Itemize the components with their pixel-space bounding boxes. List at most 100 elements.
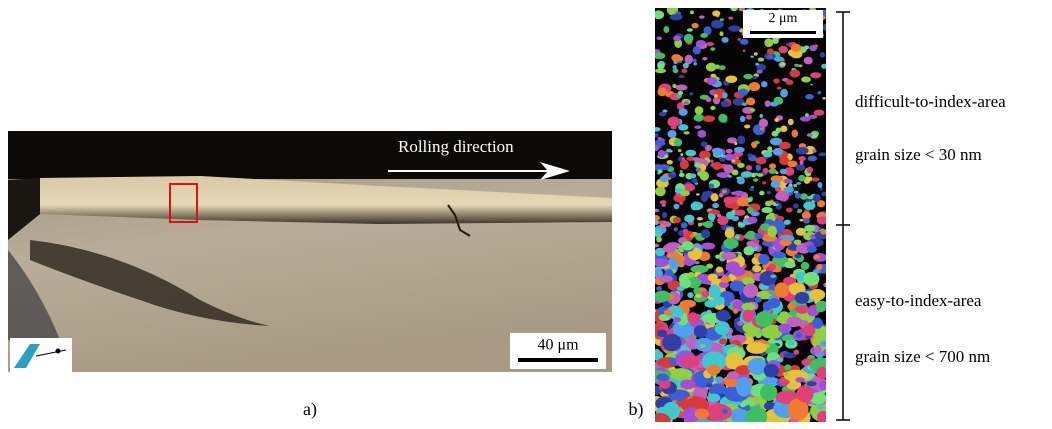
grain (710, 47, 716, 51)
grain (734, 209, 746, 216)
grain (756, 173, 764, 177)
grain (719, 338, 727, 345)
region-box (169, 183, 198, 223)
grain (759, 190, 765, 196)
grain (718, 113, 728, 123)
grain (705, 404, 733, 421)
grain (785, 79, 794, 86)
grain (697, 170, 707, 178)
grain (799, 218, 804, 222)
grain (663, 309, 674, 316)
scale-bar (750, 31, 816, 34)
grain (746, 207, 754, 212)
inset-arrow (35, 349, 67, 357)
grain (683, 131, 690, 135)
grain (714, 64, 721, 69)
grain (778, 141, 791, 150)
arrow-head (540, 162, 570, 180)
grain (755, 311, 774, 328)
grain (666, 148, 672, 153)
grain (794, 291, 810, 304)
grain (779, 311, 790, 319)
grain (656, 236, 662, 243)
grain (672, 320, 695, 338)
grain (714, 376, 724, 384)
grain (655, 348, 660, 355)
grain (682, 62, 689, 69)
grain (758, 118, 769, 128)
grain (736, 177, 745, 185)
grain (806, 245, 817, 253)
grain (818, 152, 826, 157)
grain (679, 200, 684, 205)
grain (661, 203, 666, 207)
grain (736, 197, 749, 207)
grain (695, 293, 702, 298)
grain (818, 380, 826, 391)
grain (790, 49, 803, 59)
grain (796, 147, 809, 155)
grain (805, 113, 809, 117)
scale-bar (518, 358, 598, 362)
grain (678, 74, 685, 79)
grain (680, 222, 688, 229)
grain (696, 40, 706, 47)
region-name: difficult-to-index-area (855, 92, 1006, 111)
grain (754, 233, 764, 240)
grain (734, 234, 740, 240)
grain (773, 78, 780, 84)
grain (730, 408, 747, 422)
grain (708, 183, 715, 189)
grain (678, 108, 688, 116)
grain (694, 106, 704, 115)
grain (662, 244, 677, 253)
grain (690, 10, 694, 15)
grain (681, 355, 700, 369)
grain (672, 83, 677, 89)
grain (820, 340, 826, 347)
grain (794, 192, 801, 199)
grain (656, 286, 663, 291)
grain (718, 192, 724, 198)
grain (724, 228, 735, 239)
grain (743, 73, 754, 80)
grain (658, 275, 673, 283)
grain (805, 94, 814, 100)
grain (816, 366, 826, 380)
grain (676, 56, 684, 62)
crack (30, 240, 270, 326)
grain (712, 202, 720, 209)
grain (747, 216, 758, 224)
grain (790, 43, 802, 52)
grain (683, 101, 689, 105)
grain (707, 208, 712, 211)
grain (684, 54, 693, 65)
grain (775, 228, 784, 235)
grain (799, 116, 811, 122)
grain (659, 200, 667, 205)
grain (701, 351, 726, 372)
grain (794, 63, 800, 67)
grain (753, 178, 759, 182)
grain (798, 174, 806, 182)
grain (786, 379, 802, 390)
grain (751, 141, 758, 149)
grain (712, 161, 722, 171)
grain (822, 96, 826, 100)
grain (731, 169, 739, 176)
grain (795, 332, 802, 339)
grain (673, 203, 680, 210)
grain (719, 18, 725, 21)
grain (801, 76, 811, 83)
grain (772, 147, 784, 156)
grain (680, 379, 696, 390)
grain (770, 274, 777, 278)
grain (724, 378, 740, 388)
grain (754, 331, 763, 339)
grain (709, 320, 715, 325)
grain (701, 290, 710, 298)
grain (810, 83, 813, 86)
grain (820, 187, 823, 191)
grain (677, 90, 684, 95)
grain (806, 166, 813, 174)
